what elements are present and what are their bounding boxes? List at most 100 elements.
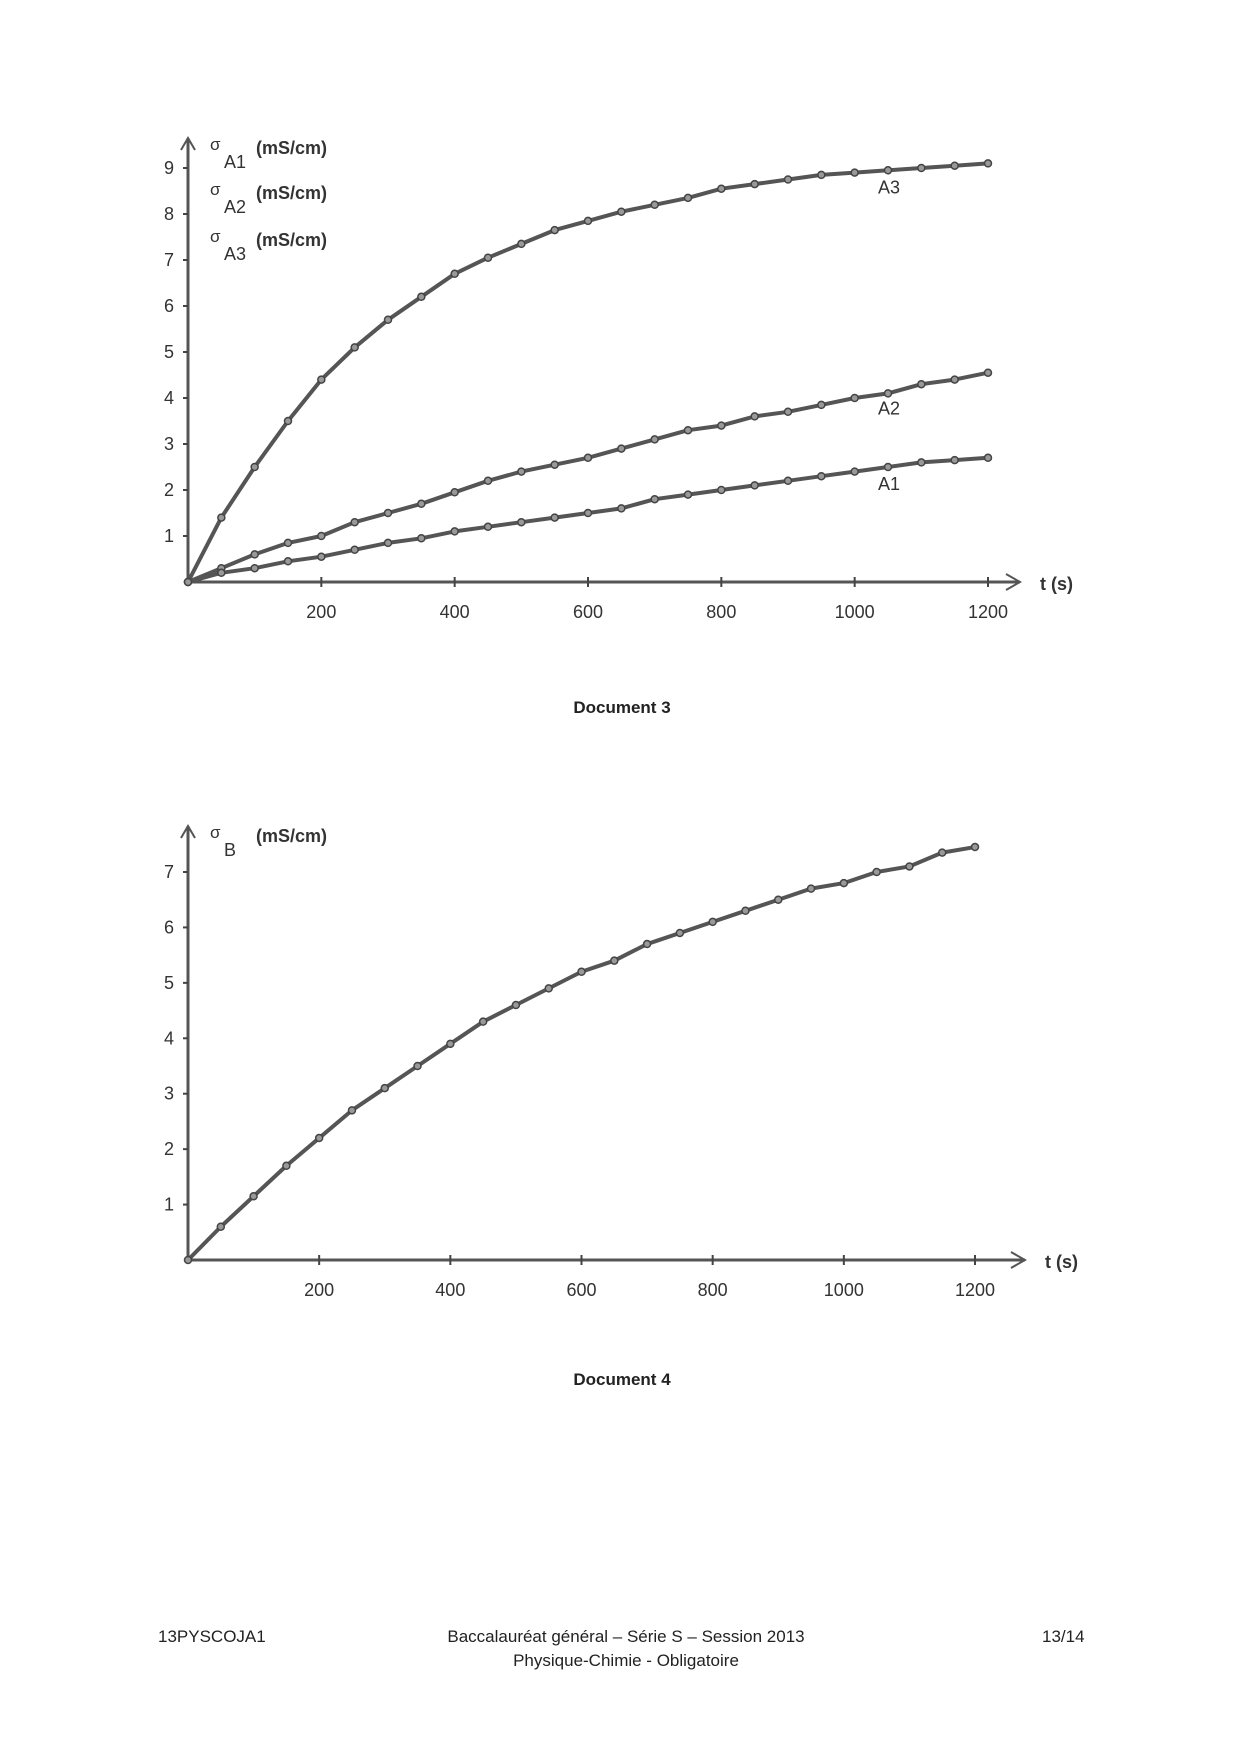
series-A1-point [550, 513, 559, 522]
series-A3-point [883, 166, 893, 175]
series-A2-point [517, 467, 526, 476]
chart-2-x-tick-label: 1000 [824, 1280, 864, 1300]
series-A1-point [817, 471, 826, 481]
series-A3-point [617, 207, 626, 216]
chart-2-x-tick-label: 800 [698, 1280, 728, 1300]
series-A3-point [683, 193, 693, 203]
series-A2-point [950, 375, 959, 384]
series-A2-point [650, 435, 659, 444]
series-B-point [380, 1083, 389, 1093]
chart-1-y-label-unit: (mS/cm) [256, 138, 327, 158]
series-B-point [577, 967, 586, 977]
series-A2-point [983, 368, 993, 377]
series-A3-point [417, 292, 426, 302]
series-A3-point [583, 216, 593, 226]
chart-1-y-label-unit: (mS/cm) [256, 230, 327, 250]
chart-1-y-tick-label: 7 [164, 250, 174, 270]
chart-2-y-axis-arrow [180, 824, 196, 839]
series-A1-point [350, 545, 359, 555]
series-A1-point [217, 568, 226, 578]
series-A1-point [583, 508, 593, 518]
series-A3-point [750, 179, 759, 189]
chart-1-y-tick-label: 8 [164, 204, 174, 224]
series-A1-point [917, 458, 926, 467]
footer-title: Baccalauréat général – Série S – Session… [447, 1627, 805, 1646]
series-A3-point [483, 253, 493, 262]
chart-2-y-tick-label: 5 [164, 973, 174, 993]
chart-1-y-label-unit: (mS/cm) [256, 183, 327, 203]
series-B-point [675, 928, 685, 938]
series-B-point [937, 848, 947, 857]
series-A1-point [783, 476, 793, 486]
series-B-point [314, 1133, 324, 1143]
series-A1-point [517, 517, 526, 527]
series-B-point [544, 984, 553, 993]
series-B-point [446, 1039, 455, 1049]
series-A1-point [650, 494, 659, 504]
chart-2-y-tick-label: 2 [164, 1139, 174, 1159]
series-A1-point [417, 534, 426, 543]
chart-2-caption: Document 4 [573, 1370, 671, 1389]
series-A2-point [550, 460, 559, 469]
series-A2-point [817, 400, 826, 410]
chart-1-y-tick-label: 3 [164, 434, 174, 454]
series-B-point [347, 1106, 357, 1115]
chart-2-x-tick-label: 1200 [955, 1280, 995, 1300]
chart-1-y-tick-label: 1 [164, 526, 174, 546]
series-A3-label: A3 [878, 177, 900, 197]
chart-2-x-axis-arrow [1010, 1251, 1028, 1269]
series-A1-point [683, 490, 693, 499]
series-A3-point [317, 375, 326, 384]
series-A3-point [783, 175, 793, 184]
series-B-point [905, 862, 914, 871]
series-A1-point [750, 481, 759, 490]
series-B-line [186, 845, 976, 1262]
chart-1-x-tick-label: 1200 [968, 602, 1008, 622]
series-A3-point [350, 343, 359, 352]
series-B-point [741, 906, 750, 916]
series-B-point [511, 1000, 521, 1010]
series-B-point [872, 867, 881, 877]
series-A3-point [717, 184, 726, 193]
series-B-point [970, 842, 980, 852]
series-A1-line [187, 455, 989, 584]
chart-1-y-label-subscript: A3 [224, 244, 246, 264]
chart-2-x-tick-label: 600 [566, 1280, 596, 1300]
series-A2-point [717, 421, 726, 430]
chart-1-x-axis-arrow [1005, 573, 1023, 591]
series-A2-point [617, 444, 626, 453]
chart-1-y-label-subscript: A1 [224, 152, 246, 172]
chart-2-y-label-subscript: B [224, 840, 236, 860]
series-A2-point [583, 453, 593, 463]
series-A1-label: A1 [878, 474, 900, 494]
footer-page-number: 13/14 [1042, 1627, 1085, 1646]
chart-1-y-tick-label: 9 [164, 158, 174, 178]
series-B-point [478, 1017, 488, 1026]
chart-2-y-label-symbol: σ [210, 823, 221, 842]
series-A1-point [450, 527, 459, 536]
series-A2-point [883, 389, 893, 398]
chart-1-x-tick-label: 400 [440, 602, 470, 622]
series-A1-point [283, 557, 293, 566]
series-A3-point [650, 200, 659, 210]
series-A2-point [783, 407, 793, 417]
series-A3-point [983, 159, 993, 168]
series-A1-point [883, 462, 893, 472]
series-A3-point [950, 161, 959, 170]
series-A2-point [417, 499, 426, 509]
series-A2-point [350, 517, 359, 527]
series-A1-point [850, 467, 859, 476]
footer-subtitle: Physique-Chimie - Obligatoire [513, 1651, 739, 1670]
chart-2-y-tick-label: 7 [164, 862, 174, 882]
series-A2-point [383, 508, 393, 518]
series-A1-point [483, 522, 493, 532]
chart-2-y-tick-label: 1 [164, 1195, 174, 1215]
series-A3-point [517, 239, 526, 249]
series-B-point [183, 1255, 193, 1265]
chart-1-y-tick-label: 6 [164, 296, 174, 316]
series-A1-point [950, 455, 959, 465]
chart-1-y-tick-label: 5 [164, 342, 174, 362]
series-A3-point [383, 315, 393, 325]
series-A3-line [186, 161, 989, 583]
